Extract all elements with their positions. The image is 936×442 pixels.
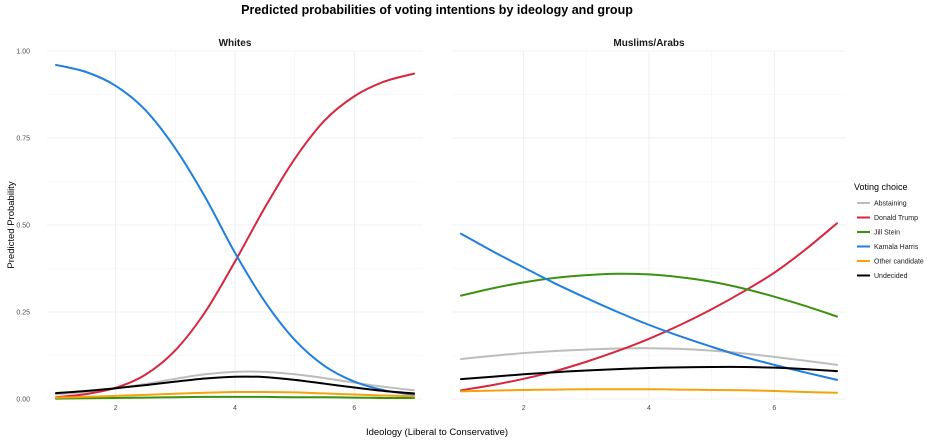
- series-line-kamala-harris: [460, 232, 838, 381]
- legend-title: Voting choice: [854, 182, 908, 192]
- x-tick-label: 6: [352, 405, 356, 412]
- facet-title: Muslims/Arabs: [613, 38, 685, 49]
- x-tick-label: 4: [647, 405, 651, 412]
- facet-title: Whites: [219, 38, 252, 49]
- legend-label: Abstaining: [874, 201, 907, 208]
- legend-label: Donald Trump: [874, 215, 918, 222]
- y-tick-label: 0.50: [16, 223, 30, 230]
- y-tick-label: 0.25: [16, 310, 30, 317]
- y-tick-label: 0.75: [16, 136, 30, 143]
- legend-label: Kamala Harris: [874, 244, 919, 251]
- series-line-kamala-harris: [55, 63, 415, 396]
- legend-label: Undecided: [874, 273, 908, 280]
- legend-item-kamala-harris: Kamala Harris: [857, 244, 919, 251]
- series-line-jill-stein: [55, 395, 415, 400]
- series-line-donald-trump: [460, 222, 838, 392]
- legend-item-donald-trump: Donald Trump: [857, 215, 918, 222]
- chart-title: Predicted probabilities of voting intent…: [241, 3, 633, 17]
- series-line-undecided: [55, 375, 415, 395]
- legend-item-other-candidate: Other candidate: [857, 259, 924, 266]
- y-tick-label: 1.00: [16, 49, 30, 56]
- facet-panel-1: Whites 2 4 6 0.00 0.25 0.50 0.75 1.00: [16, 38, 423, 412]
- x-tick-label: 4: [233, 405, 237, 412]
- x-axis-label: Ideology (Liberal to Conservative): [366, 427, 508, 438]
- legend-item-jill-stein: Jill Stein: [857, 230, 900, 237]
- legend: Voting choice Abstaining Donald Trump Jill…: [854, 182, 924, 280]
- y-axis-label: Predicted Probability: [6, 181, 17, 268]
- series-line-abstaining: [460, 347, 838, 366]
- legend-item-undecided: Undecided: [857, 273, 908, 280]
- legend-items: Abstaining Donald Trump Jill Stein Kamala H…: [857, 201, 924, 280]
- facet-panel-2: Muslims/Arabs 2 4 6: [452, 38, 846, 412]
- series-line-jill-stein: [460, 272, 838, 318]
- legend-label: Other candidate: [874, 259, 924, 266]
- series-line-undecided: [460, 365, 838, 381]
- series-line-other-candidate: [55, 390, 415, 399]
- x-tick-label: 6: [772, 405, 776, 412]
- legend-item-abstaining: Abstaining: [857, 201, 907, 208]
- legend-label: Jill Stein: [874, 230, 900, 237]
- x-tick-label: 2: [114, 405, 118, 412]
- facet-panels: Whites 2 4 6 0.00 0.25 0.50 0.75 1.00 Muslims/Ara…: [16, 38, 846, 412]
- y-tick-label: 0.00: [16, 397, 30, 404]
- series-line-other-candidate: [460, 388, 838, 394]
- x-tick-label: 2: [522, 405, 526, 412]
